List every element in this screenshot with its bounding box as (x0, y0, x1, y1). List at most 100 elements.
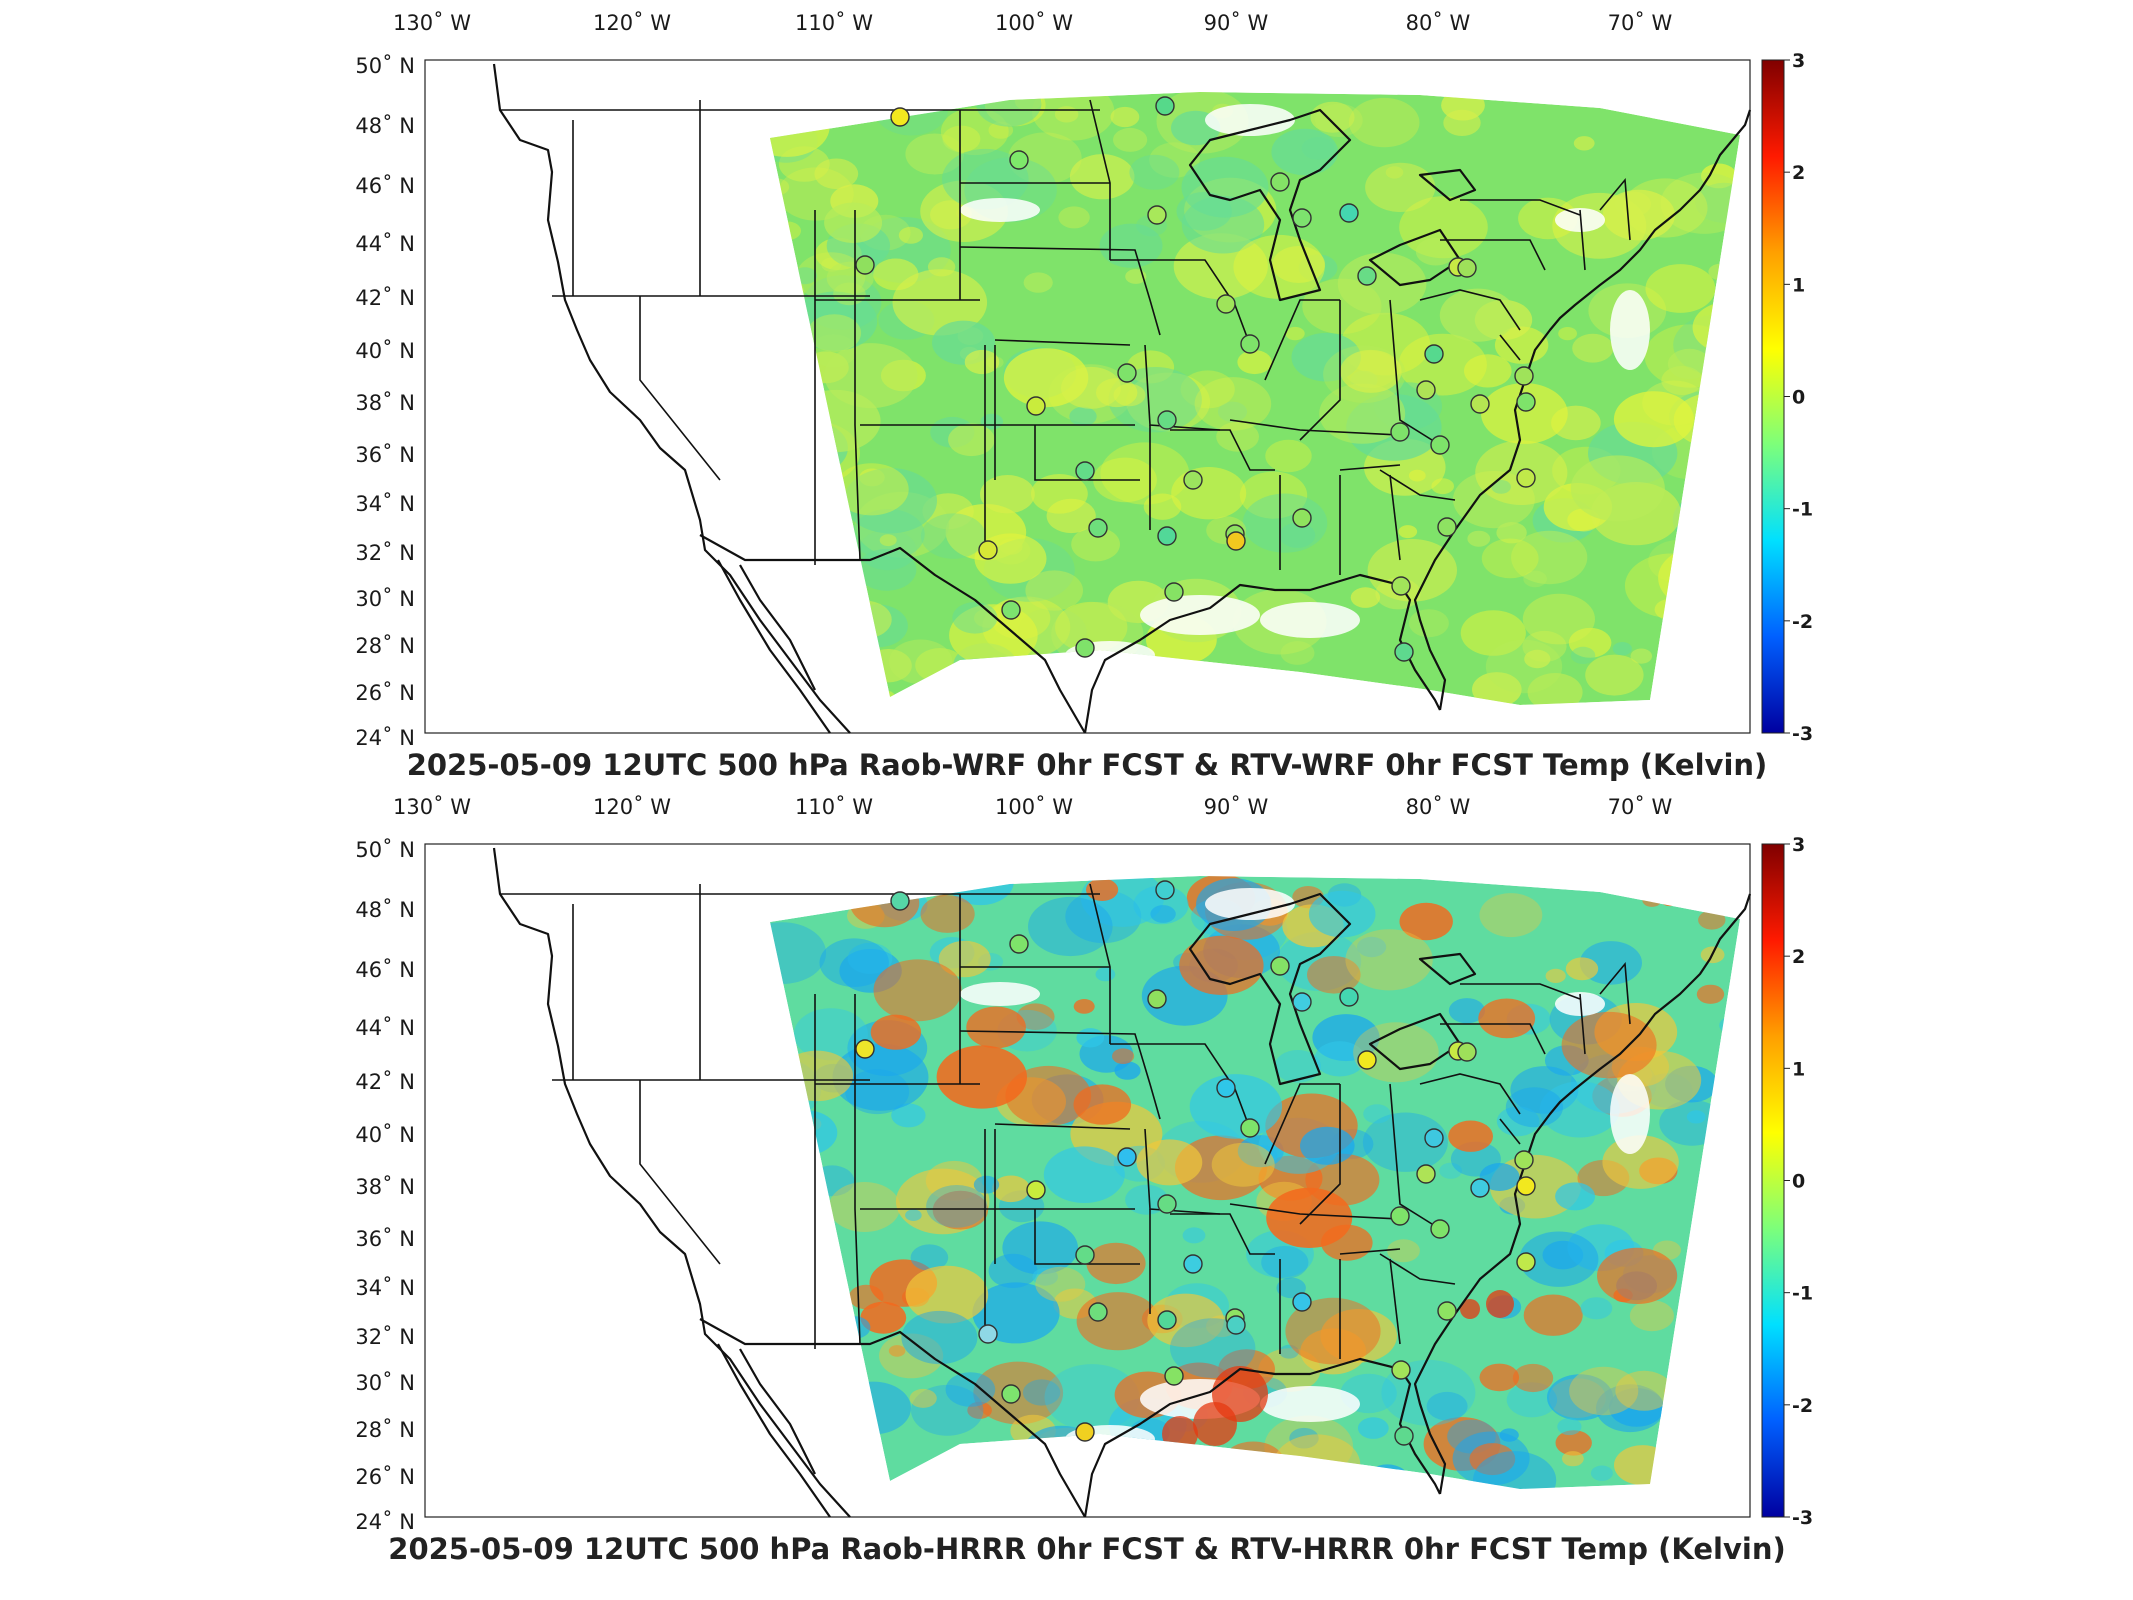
raob-station-marker (1390, 422, 1410, 442)
colorbar-tick-label: 2 (1792, 946, 1805, 968)
raob-station-marker (1157, 1310, 1177, 1330)
raob-station-marker (1001, 1384, 1021, 1404)
raob-station-marker (1088, 518, 1108, 538)
lat-tick-label: 36˚ N (355, 443, 415, 467)
lon-tick-label: 120˚ W (593, 795, 671, 819)
raob-station-marker (1457, 258, 1477, 278)
raob-station-marker (1026, 396, 1046, 416)
colorbar-tick-label: 0 (1792, 1171, 1805, 1193)
raob-station-marker (1437, 517, 1457, 537)
lat-tick-label: 32˚ N (355, 541, 415, 565)
lat-tick-label: 28˚ N (355, 634, 415, 658)
lat-tick-label: 34˚ N (355, 1276, 415, 1300)
raob-station-marker (1183, 470, 1203, 490)
lat-tick-label: 44˚ N (355, 1016, 415, 1040)
raob-stations (855, 880, 1536, 1446)
temperature-field (770, 92, 1740, 705)
colorbar-tick-label: 2 (1792, 162, 1805, 184)
map-panel-wrf: 130˚ W 120˚ W 110˚ W 100˚ W 90˚ W 80˚ W 70˚ W 5… (355, 11, 1813, 782)
raob-station-marker (1088, 1302, 1108, 1322)
lon-tick-label: 130˚ W (393, 795, 471, 819)
raob-station-marker (1270, 956, 1290, 976)
colorbar-tick-label: 1 (1792, 274, 1805, 296)
raob-station-marker (1075, 1422, 1095, 1442)
lat-tick-label: 24˚ N (355, 726, 415, 750)
raob-station-marker (1155, 96, 1175, 116)
raob-station-marker (1430, 435, 1450, 455)
raob-station-marker (1001, 600, 1021, 620)
colorbar-tick-label: 3 (1792, 834, 1805, 856)
raob-station-marker (1216, 1078, 1236, 1098)
raob-station-marker (1117, 1147, 1137, 1167)
state-borders (500, 99, 1631, 575)
raob-station-marker (1155, 880, 1175, 900)
lat-tick-label: 50˚ N (355, 54, 415, 78)
lat-tick-label: 48˚ N (355, 898, 415, 922)
lat-tick-label: 28˚ N (355, 1418, 415, 1442)
state-borders (500, 883, 1631, 1359)
lat-tick-label: 38˚ N (355, 1175, 415, 1199)
raob-station-marker (1391, 1360, 1411, 1380)
lon-tick-label: 80˚ W (1406, 795, 1471, 819)
raob-station-marker (1516, 1176, 1536, 1196)
lon-tick-label: 130˚ W (393, 11, 471, 35)
raob-station-marker (1240, 1118, 1260, 1138)
lat-tick-label: 40˚ N (355, 1123, 415, 1147)
raob-station-marker (1457, 1042, 1477, 1062)
lon-tick-label: 90˚ W (1204, 795, 1269, 819)
raob-station-marker (890, 107, 910, 127)
map-title: 2025-05-09 12UTC 500 hPa Raob-WRF 0hr FC… (407, 748, 1768, 782)
raob-station-marker (855, 1039, 875, 1059)
raob-station-marker (1430, 1219, 1450, 1239)
raob-station-marker (1394, 1426, 1414, 1446)
lon-tick-label: 100˚ W (995, 11, 1073, 35)
lat-tick-label: 40˚ N (355, 339, 415, 363)
lon-tick-label: 110˚ W (795, 795, 873, 819)
raob-station-marker (978, 540, 998, 560)
lon-tick-label: 100˚ W (995, 795, 1073, 819)
raob-station-marker (1216, 294, 1236, 314)
lat-tick-label: 50˚ N (355, 838, 415, 862)
raob-station-marker (1117, 363, 1137, 383)
raob-station-marker (1157, 526, 1177, 546)
raob-station-marker (1391, 576, 1411, 596)
map-wrf: 130˚ W 120˚ W 110˚ W 100˚ W 90˚ W 80˚ W 70˚ W 5… (355, 11, 1813, 782)
raob-station-marker (1270, 172, 1290, 192)
raob-station-marker (1292, 208, 1312, 228)
raob-station-marker (855, 255, 875, 275)
lon-tick-label: 120˚ W (593, 11, 671, 35)
raob-station-marker (1157, 410, 1177, 430)
raob-station-marker (1009, 150, 1029, 170)
lon-tick-label: 80˚ W (1406, 11, 1471, 35)
raob-station-marker (1514, 1150, 1534, 1170)
raob-station-marker (1026, 1180, 1046, 1200)
raob-station-marker (978, 1324, 998, 1344)
raob-station-marker (1424, 344, 1444, 364)
lat-tick-label: 42˚ N (355, 286, 415, 310)
raob-station-marker (1514, 366, 1534, 386)
lon-tick-label: 110˚ W (795, 11, 873, 35)
lat-tick-label: 32˚ N (355, 1325, 415, 1349)
raob-station-marker (1240, 334, 1260, 354)
raob-station-marker (1226, 531, 1246, 551)
lon-tick-label: 70˚ W (1608, 795, 1673, 819)
raob-station-marker (1339, 203, 1359, 223)
lat-tick-label: 46˚ N (355, 174, 415, 198)
raob-station-marker (1437, 1301, 1457, 1321)
raob-station-marker (1357, 266, 1377, 286)
lat-tick-label: 26˚ N (355, 1465, 415, 1489)
raob-stations (855, 96, 1536, 662)
colorbar-tick-label: -3 (1792, 1507, 1813, 1529)
raob-station-marker (1075, 1245, 1095, 1265)
raob-station-marker (1470, 1178, 1490, 1198)
raob-station-marker (1157, 1194, 1177, 1214)
raob-station-marker (1416, 380, 1436, 400)
colorbar-tick-label: 1 (1792, 1058, 1805, 1080)
lat-tick-label: 30˚ N (355, 1371, 415, 1395)
lat-tick-label: 42˚ N (355, 1070, 415, 1094)
map-panel-hrrr: 130˚ W 120˚ W 110˚ W 100˚ W 90˚ W 80˚ W 70˚ W 5… (0, 784, 2133, 1584)
raob-station-marker (1339, 987, 1359, 1007)
raob-station-marker (1147, 205, 1167, 225)
raob-station-marker (1292, 992, 1312, 1012)
temperature-field (770, 876, 1740, 1489)
